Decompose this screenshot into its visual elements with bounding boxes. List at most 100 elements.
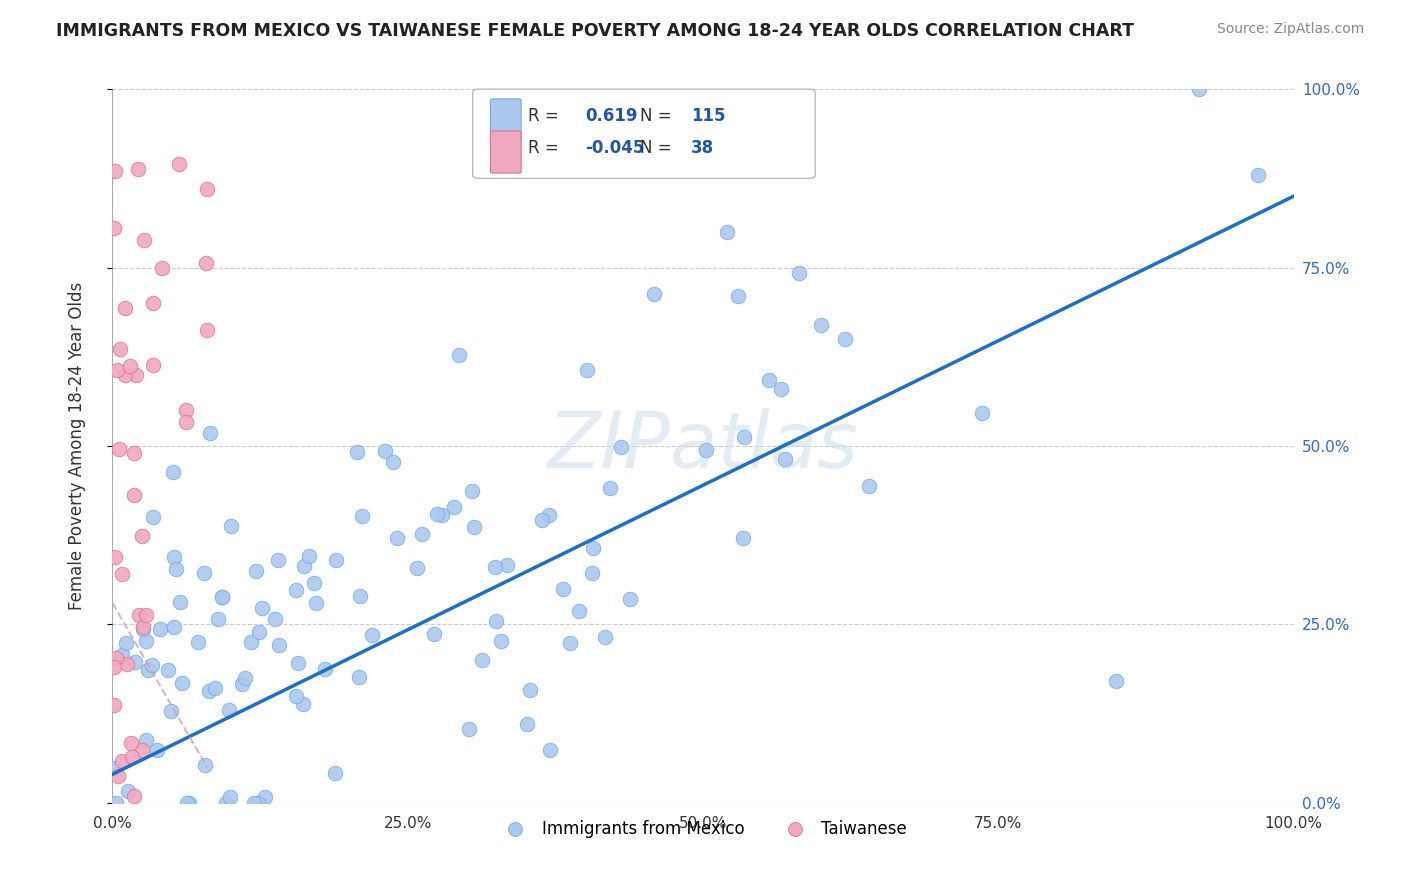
Point [193, 566, 215, 581]
Point [411, 527, 433, 541]
Point [485, 614, 508, 628]
Point [204, 681, 226, 695]
Point [187, 634, 209, 648]
Point [134, 233, 156, 247]
Point [325, 766, 347, 780]
Point [519, 683, 541, 698]
Point [302, 575, 325, 590]
Text: 115: 115 [692, 107, 725, 125]
Point [120, 736, 142, 750]
Point [221, 518, 243, 533]
Text: R =: R = [529, 139, 564, 157]
Text: Source: ZipAtlas.com: Source: ZipAtlas.com [1216, 22, 1364, 37]
Point [489, 634, 512, 648]
FancyBboxPatch shape [472, 89, 815, 178]
Point [162, 465, 184, 479]
Point [194, 256, 217, 270]
Point [461, 483, 484, 498]
Point [443, 500, 465, 515]
Point [731, 531, 754, 545]
Point [103, 221, 125, 235]
Point [423, 627, 446, 641]
Point [484, 559, 506, 574]
Point [122, 488, 145, 502]
Point [291, 697, 314, 711]
Point [1247, 168, 1270, 182]
Point [135, 733, 157, 747]
Point [406, 560, 429, 574]
Point [165, 562, 187, 576]
Point [264, 612, 287, 626]
Point [350, 508, 373, 523]
Point [131, 743, 153, 757]
Point [495, 558, 517, 573]
Text: 38: 38 [692, 139, 714, 157]
Point [1188, 82, 1211, 96]
Point [218, 703, 240, 717]
Point [463, 520, 485, 534]
Point [111, 648, 134, 663]
Point [207, 612, 229, 626]
Point [382, 455, 405, 469]
Point [285, 689, 308, 703]
Point [136, 663, 159, 677]
Legend: Immigrants from Mexico, Taiwanese: Immigrants from Mexico, Taiwanese [492, 814, 914, 845]
Point [170, 675, 193, 690]
Point [243, 796, 266, 810]
Point [247, 625, 270, 640]
Point [104, 550, 127, 565]
Point [727, 289, 749, 303]
Point [858, 479, 880, 493]
Point [111, 566, 134, 581]
Point [110, 342, 132, 356]
Point [174, 415, 197, 429]
Point [267, 553, 290, 567]
Point [135, 633, 157, 648]
Point [122, 446, 145, 460]
Point [1105, 674, 1128, 689]
Point [215, 796, 238, 810]
Point [346, 445, 368, 459]
Point [292, 558, 315, 573]
Point [516, 716, 538, 731]
Point [114, 301, 136, 316]
Point [538, 743, 561, 757]
Text: ZIPatlas: ZIPatlas [547, 408, 859, 484]
Point [142, 509, 165, 524]
Point [114, 636, 136, 650]
Point [124, 655, 146, 669]
Point [787, 266, 810, 280]
Point [758, 373, 780, 387]
Text: R =: R = [529, 107, 564, 125]
Point [770, 382, 793, 396]
Point [146, 743, 169, 757]
Point [197, 683, 219, 698]
Point [142, 358, 165, 372]
Point [432, 508, 454, 522]
Point [695, 442, 717, 457]
Y-axis label: Female Poverty Among 18-24 Year Olds: Female Poverty Among 18-24 Year Olds [67, 282, 86, 610]
Point [104, 796, 127, 810]
Point [537, 508, 560, 522]
Point [105, 363, 128, 377]
Point [284, 582, 307, 597]
Point [200, 426, 222, 441]
Point [595, 631, 617, 645]
Point [177, 796, 200, 810]
Point [972, 406, 994, 420]
Point [581, 566, 603, 580]
Point [111, 754, 134, 768]
Point [120, 359, 142, 373]
Point [426, 507, 449, 521]
Point [128, 608, 150, 623]
Point [156, 663, 179, 677]
Point [314, 662, 336, 676]
Point [105, 651, 128, 665]
Point [385, 531, 408, 545]
Point [195, 181, 218, 195]
Point [643, 287, 665, 301]
Point [132, 620, 155, 634]
Point [575, 363, 598, 377]
Point [810, 318, 832, 332]
Point [374, 444, 396, 458]
